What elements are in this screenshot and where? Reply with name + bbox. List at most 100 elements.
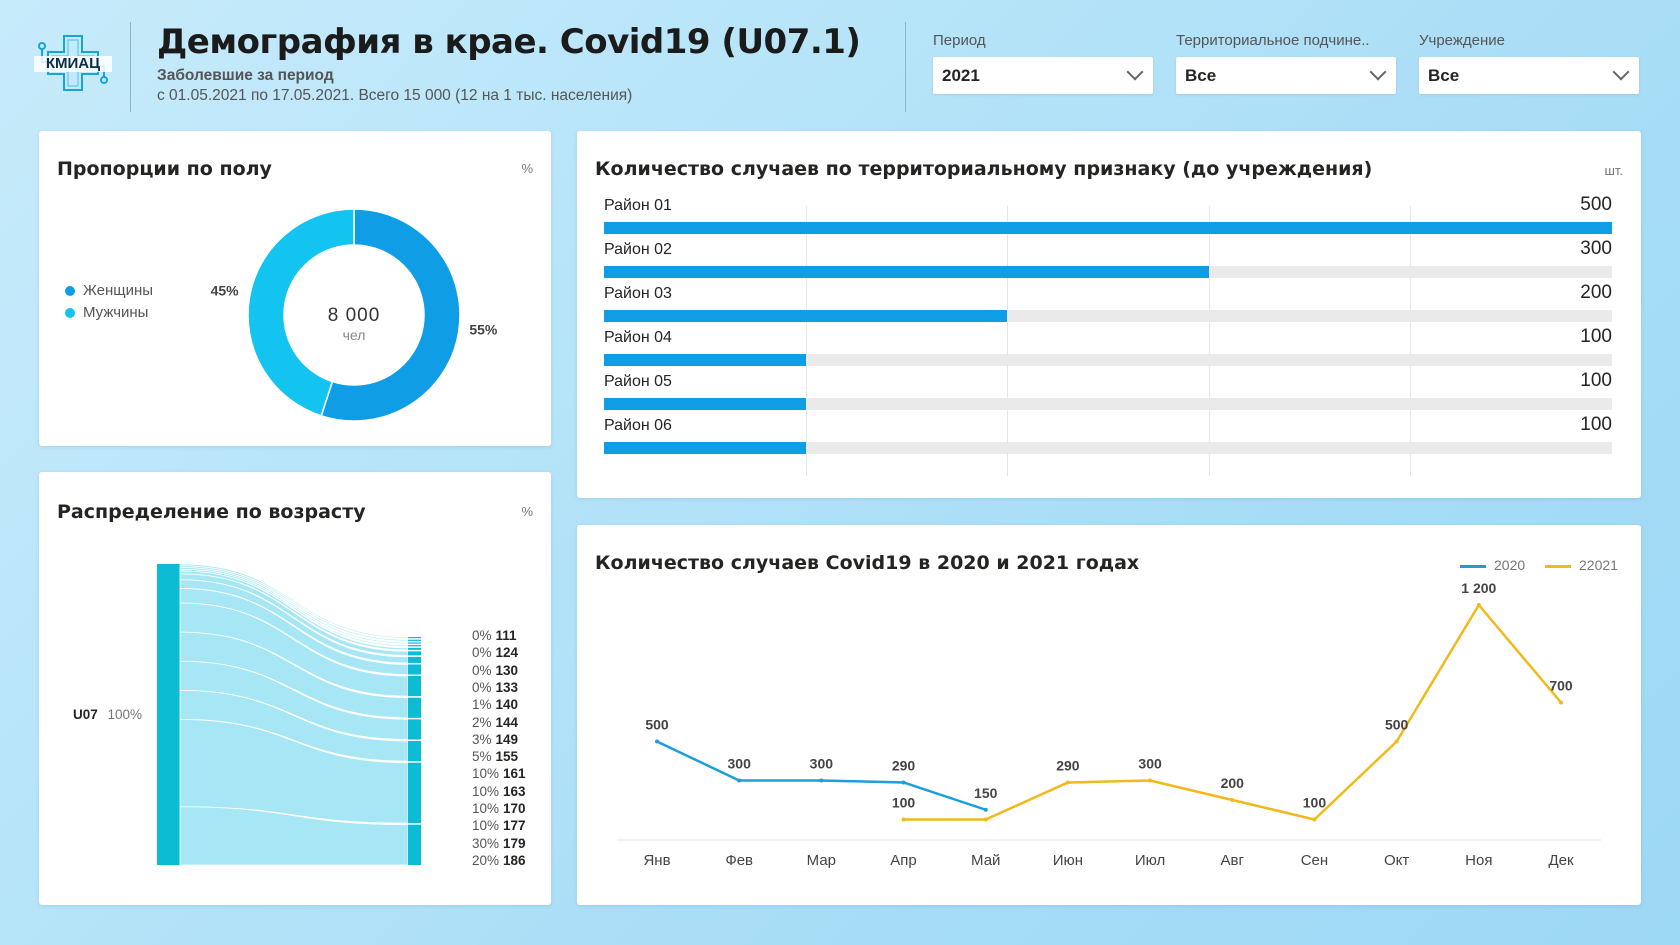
district-label: Район 04 — [604, 329, 672, 346]
age-row-pct: 10% — [472, 801, 500, 816]
age-row-value: 130 — [495, 662, 519, 678]
age-row: 0% 124 — [472, 645, 518, 662]
series-point[interactable] — [1065, 780, 1070, 785]
sankey-target-node[interactable] — [408, 664, 421, 675]
district-bar[interactable] — [604, 310, 1008, 322]
age-row-value: 179 — [503, 835, 526, 851]
age-row: 0% 111 — [472, 628, 517, 645]
district-bar[interactable] — [604, 266, 1209, 278]
sankey-target-node[interactable] — [408, 824, 421, 865]
age-row-value: 133 — [495, 679, 519, 695]
district-bar-track — [604, 222, 1612, 234]
sankey-target-node[interactable] — [408, 642, 421, 644]
filter-institution-dropdown[interactable]: Все — [1419, 57, 1639, 94]
filter-period-dropdown[interactable]: 2021 — [933, 57, 1153, 94]
filter-institution-label: Учреждение — [1419, 32, 1505, 49]
district-label: Район 06 — [604, 417, 672, 434]
series-point[interactable] — [737, 778, 742, 783]
age-row-pct: 3% — [472, 731, 492, 747]
series-point[interactable] — [1476, 603, 1481, 607]
sankey-target-node[interactable] — [408, 639, 421, 641]
series-line-2020[interactable] — [656, 740, 987, 811]
series-point[interactable] — [983, 817, 988, 822]
legend-item-2020[interactable]: 2020 — [1460, 557, 1525, 573]
gender-card: Пропорции по полу % Женщины Мужчины 55% 4… — [39, 131, 551, 446]
series-point[interactable] — [901, 780, 906, 785]
cases-card-title: Количество случаев Covid19 в 2020 и 2021… — [595, 552, 1140, 574]
x-tick-label: Окт — [1384, 852, 1409, 869]
sankey-source-node[interactable] — [157, 564, 180, 865]
data-label: 200 — [1221, 775, 1245, 791]
sankey-target-node[interactable] — [408, 645, 421, 647]
sankey-target-node[interactable] — [408, 647, 421, 650]
filter-territory-dropdown[interactable]: Все — [1176, 57, 1396, 94]
data-label: 500 — [1385, 717, 1409, 733]
data-label: 500 — [645, 717, 669, 733]
sankey-target-node[interactable] — [408, 719, 421, 740]
age-row-pct: 20% — [472, 852, 500, 868]
legend-item-men[interactable]: Мужчины — [65, 304, 148, 321]
chevron-down-icon — [1612, 63, 1630, 81]
series-point[interactable] — [1230, 798, 1235, 802]
sankey-target-node[interactable] — [408, 762, 421, 824]
age-row-value: 177 — [503, 818, 526, 834]
chevron-down-icon — [1126, 63, 1144, 81]
age-row: 10% 163 — [472, 784, 526, 801]
age-row-pct: 10% — [472, 783, 500, 799]
age-row-pct: 10% — [472, 766, 500, 782]
logo: КМИАЦ — [34, 32, 112, 94]
sankey-target-node[interactable] — [408, 656, 421, 663]
series-point[interactable] — [983, 807, 988, 812]
sankey-target-node[interactable] — [408, 697, 421, 718]
donut-slice-label: 45% — [211, 282, 240, 298]
data-label: 300 — [728, 756, 752, 772]
sankey-target-node[interactable] — [408, 676, 421, 697]
series-point[interactable] — [819, 778, 824, 783]
legend-label: 2020 — [1494, 557, 1526, 573]
data-label: 290 — [892, 757, 916, 773]
series-point[interactable] — [655, 739, 659, 744]
gridline — [1208, 206, 1210, 476]
series-point[interactable] — [1394, 739, 1399, 744]
district-bar[interactable] — [604, 398, 806, 410]
series-point[interactable] — [1312, 817, 1317, 822]
district-value: 300 — [1580, 238, 1612, 259]
district-bar[interactable] — [604, 354, 806, 366]
district-value: 100 — [1580, 370, 1612, 391]
sankey-target-node[interactable] — [408, 651, 421, 656]
age-row-pct: 10% — [472, 818, 500, 834]
legend-label: 22021 — [1579, 557, 1618, 573]
district-bar[interactable] — [604, 442, 806, 454]
age-row: 0% 130 — [472, 663, 518, 680]
donut-center-value: 8 000 — [328, 305, 381, 326]
district-bar[interactable] — [604, 222, 1612, 234]
sankey-target-node[interactable] — [408, 741, 421, 762]
age-card-unit: % — [521, 504, 533, 519]
series-point[interactable] — [901, 817, 906, 822]
age-row: 3% 149 — [472, 732, 518, 749]
age-row-value: 170 — [503, 801, 526, 816]
district-label: Район 03 — [604, 285, 672, 302]
district-value: 100 — [1580, 414, 1612, 435]
series-point[interactable] — [1559, 700, 1563, 705]
gender-card-unit: % — [521, 161, 533, 176]
age-row: 2% 144 — [472, 715, 518, 732]
donut-slice-women[interactable] — [320, 208, 461, 422]
filter-period-label: Период — [933, 32, 986, 49]
age-row: 30% 179 — [472, 836, 526, 853]
cases-card: Количество случаев Covid19 в 2020 и 2021… — [577, 525, 1641, 905]
districts-card: Количество случаев по территориальному п… — [577, 131, 1641, 498]
districts-card-title: Количество случаев по территориальному п… — [595, 158, 1373, 180]
x-tick-label: Дек — [1548, 852, 1574, 869]
age-row-pct: 0% — [472, 679, 492, 695]
legend-item-2021[interactable]: 22021 — [1545, 557, 1618, 573]
age-row-pct: 2% — [472, 714, 492, 730]
sankey-target-node[interactable] — [408, 637, 421, 639]
legend-item-women[interactable]: Женщины — [65, 282, 153, 299]
filter-institution-value: Все — [1428, 66, 1460, 85]
age-row-pct: 1% — [472, 697, 492, 713]
series-point[interactable] — [1148, 778, 1153, 783]
district-bar-track — [604, 310, 1612, 322]
donut-slice-men[interactable] — [247, 208, 355, 417]
data-label: 100 — [1303, 795, 1327, 811]
